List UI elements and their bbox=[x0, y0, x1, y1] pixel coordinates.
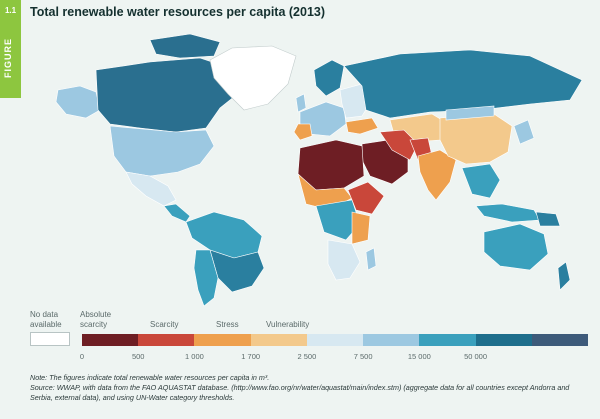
legend-tick-label: 1 700 bbox=[241, 352, 261, 361]
legend-swatch bbox=[250, 334, 308, 346]
region-papua bbox=[535, 211, 561, 227]
region-central-america bbox=[163, 203, 191, 223]
legend-tick-label: 7 500 bbox=[353, 352, 373, 361]
region-china bbox=[439, 113, 513, 165]
legend-category-stress: Stress bbox=[216, 320, 239, 329]
legend-swatch bbox=[82, 334, 139, 346]
legend-category-scarcity: Scarcity bbox=[150, 320, 179, 329]
region-iran bbox=[379, 129, 419, 161]
figure-number: 1.1 bbox=[4, 6, 17, 15]
region-india bbox=[417, 149, 457, 201]
legend-category-vulnerability: Vulnerability bbox=[266, 320, 310, 329]
legend-category-absolute-scarcity: Absolute scarcity bbox=[80, 310, 112, 329]
legend-swatch bbox=[419, 334, 477, 346]
legend-swatch bbox=[194, 334, 252, 346]
legend-tick-label: 0 bbox=[79, 352, 85, 361]
region-mexico bbox=[125, 171, 177, 207]
legend-swatch bbox=[306, 334, 364, 346]
legend-swatch bbox=[138, 334, 195, 346]
region-brazil bbox=[209, 249, 265, 293]
legend-no-data-label: No data available bbox=[30, 310, 62, 329]
region-mongolia bbox=[445, 105, 495, 121]
legend-tick-label: 1 000 bbox=[185, 352, 204, 361]
note-text: Note: The figures indicate total renewab… bbox=[30, 373, 270, 382]
source-text: Source: WWAP, with data from the FAO AQU… bbox=[30, 383, 570, 402]
world-map bbox=[55, 33, 583, 307]
region-southern-africa bbox=[327, 239, 361, 281]
region-iberia bbox=[293, 123, 313, 141]
legend-swatch bbox=[363, 334, 420, 346]
legend-tick-label: 15 000 bbox=[407, 352, 431, 361]
region-russia bbox=[343, 49, 583, 119]
region-greenland bbox=[209, 45, 297, 111]
region-korea-japan bbox=[513, 119, 535, 145]
legend-tick-label: 2 500 bbox=[297, 352, 317, 361]
figure-note: Note: The figures indicate total renewab… bbox=[30, 373, 592, 403]
legend: No data available Absolute scarcity Scar… bbox=[30, 310, 590, 370]
region-scandinavia bbox=[313, 59, 345, 97]
legend-tick-label: 50 000 bbox=[464, 352, 488, 361]
region-canada-islands bbox=[149, 33, 221, 59]
region-canada bbox=[95, 57, 241, 133]
region-madagascar bbox=[365, 247, 377, 271]
region-alaska bbox=[55, 85, 101, 119]
map-title: Total renewable water resources per capi… bbox=[30, 5, 326, 19]
region-indonesia bbox=[475, 203, 541, 223]
region-uk bbox=[295, 93, 307, 113]
region-southeast-asia bbox=[461, 163, 501, 199]
legend-no-data-swatch bbox=[30, 332, 70, 346]
legend-tick-label: 500 bbox=[131, 352, 145, 361]
region-horn-of-africa bbox=[347, 181, 385, 215]
region-turkey bbox=[345, 117, 379, 135]
region-australia bbox=[483, 223, 549, 271]
legend-swatch bbox=[531, 334, 589, 346]
region-new-zealand bbox=[557, 261, 571, 291]
region-east-africa bbox=[351, 211, 371, 245]
region-south-america-south bbox=[193, 249, 219, 307]
legend-swatch bbox=[475, 334, 533, 346]
region-usa bbox=[109, 125, 215, 177]
figure-tab: 1.1 FIGURE bbox=[0, 0, 21, 98]
